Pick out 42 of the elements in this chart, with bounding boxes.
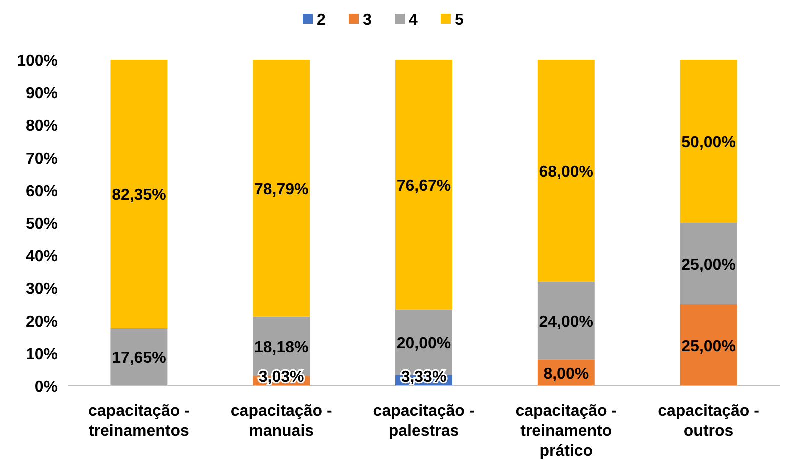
y-tick-label: 50% — [26, 216, 58, 233]
y-tick-label: 100% — [17, 53, 58, 70]
data-label: 78,79% — [254, 181, 309, 198]
y-tick-label: 60% — [26, 183, 58, 200]
bar — [110, 60, 168, 328]
y-tick-label: 0% — [34, 379, 58, 396]
data-label: 3,33% — [401, 369, 447, 386]
y-tick-label: 10% — [26, 346, 58, 364]
bar — [680, 304, 738, 386]
data-label: 50,00% — [682, 134, 736, 152]
bar — [680, 60, 738, 223]
bar — [680, 223, 738, 304]
data-label: 76,67% — [396, 178, 452, 195]
legend-label: 3 — [363, 12, 372, 29]
y-tick-label: 80% — [26, 118, 58, 136]
y-tick-label: 30% — [26, 281, 58, 298]
x-tick-label: capacitação - outros — [658, 403, 760, 440]
y-tick-label: 20% — [26, 314, 58, 331]
data-label: 68,00% — [539, 164, 594, 181]
bar — [538, 282, 595, 360]
bar — [538, 60, 595, 282]
legend-label: 5 — [455, 12, 464, 29]
legend-label: 4 — [409, 12, 418, 29]
data-label: 18,18% — [254, 339, 309, 356]
data-label: 8,00% — [544, 366, 590, 383]
bar — [396, 60, 452, 310]
x-tick-label: capacitação - treinamento prático — [516, 403, 618, 460]
x-tick-label: capacitação - manuais — [230, 403, 332, 440]
data-label: 3,03% — [258, 369, 304, 386]
data-label: 20,00% — [396, 336, 452, 353]
data-label: 82,35% — [112, 187, 166, 204]
y-tick-label: 70% — [26, 150, 58, 168]
y-tick-label: 90% — [26, 86, 58, 103]
legend-label: 2 — [317, 12, 326, 29]
data-label: 25,00% — [682, 338, 736, 356]
y-tick-label: 40% — [26, 248, 58, 266]
x-tick-label: capacitação - palestras — [373, 403, 475, 440]
data-label: 17,65% — [112, 350, 166, 368]
bar — [253, 60, 310, 317]
data-label: 24,00% — [539, 314, 594, 331]
x-tick-label: capacitação - treinamentos — [88, 403, 190, 440]
data-label: 25,00% — [682, 256, 736, 274]
